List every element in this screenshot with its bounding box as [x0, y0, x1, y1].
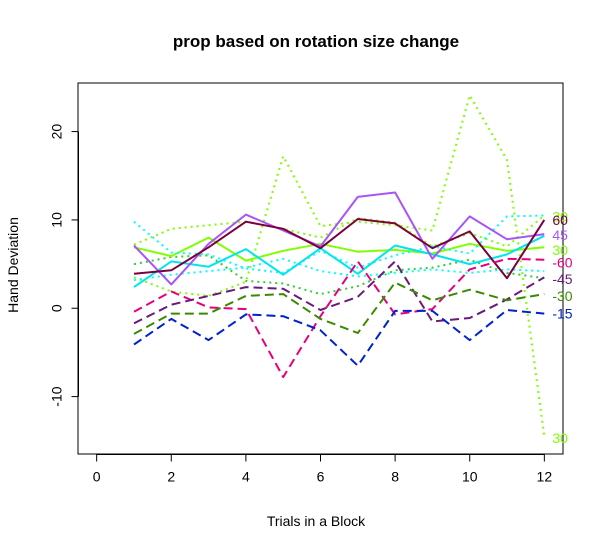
series-line-9 [133, 257, 545, 379]
x-tick-label-6: 6 [317, 469, 325, 485]
series-line-10 [133, 260, 545, 325]
series-line-7 [133, 191, 545, 286]
y-axis-ticks: -10 0 10 20 [49, 124, 79, 407]
series-line-4 [133, 214, 545, 274]
series-layer [133, 94, 546, 437]
x-tick-label-4: 4 [242, 469, 250, 485]
end-label-2: 45 [552, 227, 568, 243]
series-line-1 [133, 214, 545, 248]
end-label-6: -30 [552, 288, 572, 304]
chart-title: prop based on rotation size change [173, 32, 459, 51]
x-tick-label-12: 12 [537, 469, 553, 485]
end-label-1: 60 [552, 212, 568, 228]
x-axis-ticks: 0 2 4 6 8 10 12 [93, 454, 553, 485]
y-tick-label--10: -10 [49, 386, 65, 406]
plot-area [77, 82, 564, 455]
end-label-4: -60 [552, 254, 572, 270]
end-label-0: 30 [552, 208, 568, 224]
x-tick-label-0: 0 [93, 469, 101, 485]
y-tick-label-10: 10 [49, 212, 65, 228]
end-label-8: 30 [552, 430, 568, 446]
y-tick-label-20: 20 [49, 124, 65, 140]
y-tick-label-0: 0 [49, 304, 65, 312]
y-axis-label: Hand Deviation [5, 217, 21, 313]
x-tick-label-8: 8 [391, 469, 399, 485]
series-line-8 [133, 218, 546, 280]
x-axis-label: Trials in a Block [267, 513, 366, 529]
series-line-11 [133, 281, 545, 335]
x-tick-label-2: 2 [167, 469, 175, 485]
end-label-5: -45 [552, 271, 572, 287]
series-line-3 [133, 236, 545, 262]
end-label-3: 30 [552, 242, 568, 258]
x-tick-label-10: 10 [462, 469, 478, 485]
series-line-12 [133, 309, 545, 367]
series-line-6 [133, 234, 545, 288]
end-label-7: -15 [552, 306, 572, 322]
